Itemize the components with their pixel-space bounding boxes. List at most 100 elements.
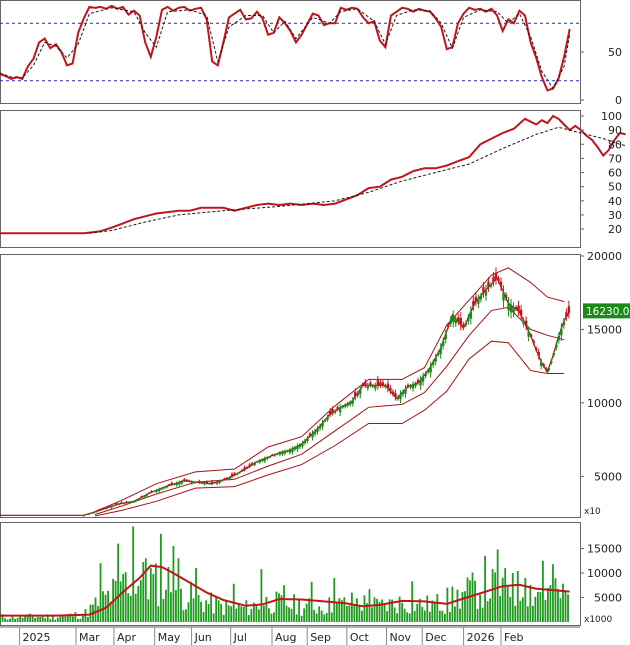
volume-bar bbox=[99, 563, 102, 622]
candle-body bbox=[298, 444, 302, 448]
candle-body bbox=[155, 490, 158, 492]
volume-bar bbox=[134, 593, 137, 622]
volume-bar bbox=[205, 600, 208, 622]
volume-bar bbox=[531, 605, 534, 622]
x-tick-label: Feb bbox=[504, 631, 523, 644]
volume-bar bbox=[164, 589, 167, 622]
candle-body bbox=[379, 382, 382, 386]
candle-body bbox=[469, 311, 473, 319]
candle-body bbox=[90, 512, 93, 514]
volume-bar bbox=[137, 586, 140, 622]
candle-body bbox=[509, 305, 513, 313]
candle-body bbox=[213, 482, 216, 484]
volume-bar bbox=[403, 608, 406, 622]
volume-bar bbox=[428, 611, 431, 622]
candle-body bbox=[253, 463, 256, 465]
volume-bar bbox=[340, 600, 343, 622]
volume-bar bbox=[494, 572, 497, 622]
candle-body bbox=[406, 384, 410, 387]
volume-bar bbox=[237, 604, 240, 622]
candle-body bbox=[565, 312, 568, 317]
y-tick-label: 70 bbox=[608, 152, 622, 165]
candle-body bbox=[454, 318, 457, 324]
x-tick-label: Jul bbox=[233, 631, 247, 644]
volume-bar bbox=[144, 558, 147, 622]
candle-body bbox=[457, 317, 460, 322]
candle-body bbox=[316, 428, 319, 432]
volume-bar bbox=[320, 610, 323, 622]
candle-body bbox=[459, 317, 462, 325]
candle-body bbox=[165, 486, 168, 488]
candle-body bbox=[444, 334, 447, 340]
volume-bar bbox=[521, 597, 524, 622]
candle-body bbox=[414, 383, 417, 387]
volume-bar bbox=[456, 589, 459, 622]
stochastic-k-line bbox=[0, 4, 571, 92]
volume-bar bbox=[19, 614, 22, 622]
volume-bar bbox=[438, 610, 441, 622]
volume-bar bbox=[524, 577, 527, 622]
candle-body bbox=[281, 452, 284, 455]
volume-bar bbox=[504, 568, 507, 622]
candle-body bbox=[364, 381, 367, 386]
volume-bar bbox=[376, 598, 378, 622]
y-tick-label: 30 bbox=[608, 209, 622, 222]
volume-bar bbox=[1, 614, 4, 622]
x-tick-label: 2026 bbox=[467, 631, 495, 644]
x-tick-label: Apr bbox=[117, 631, 137, 644]
candle-body bbox=[436, 352, 440, 355]
candle-body bbox=[497, 278, 500, 282]
volume-bar bbox=[69, 613, 72, 622]
price-multiplier-label: x10 bbox=[584, 507, 601, 517]
candle-body bbox=[157, 489, 161, 492]
candle-body bbox=[333, 410, 337, 413]
candle-body bbox=[494, 272, 498, 280]
volume-bar bbox=[227, 605, 230, 622]
candle-body bbox=[152, 491, 156, 493]
candle-body bbox=[110, 506, 113, 508]
volume-bar bbox=[335, 602, 338, 622]
candle-body bbox=[396, 397, 400, 400]
volume-bar bbox=[71, 616, 74, 622]
candle-body bbox=[311, 433, 314, 438]
y-tick-label: 90 bbox=[608, 124, 622, 137]
candle-body bbox=[429, 366, 432, 373]
candle-body bbox=[424, 373, 427, 377]
volume-bar bbox=[59, 616, 62, 622]
volume-bar bbox=[82, 615, 84, 622]
volume-bar bbox=[159, 533, 162, 622]
x-tick-label: Nov bbox=[390, 631, 412, 644]
candle-body bbox=[175, 483, 178, 486]
volume-bar bbox=[225, 600, 228, 622]
volume-bar bbox=[177, 558, 180, 622]
candle-body bbox=[359, 389, 362, 395]
volume-bar bbox=[97, 606, 99, 622]
y-tick-label: 0 bbox=[615, 94, 622, 107]
y-tick-label: 50 bbox=[608, 46, 622, 59]
volume-bar bbox=[557, 588, 559, 622]
rsi-frame bbox=[0, 110, 581, 248]
volume-bar bbox=[119, 581, 122, 622]
volume-bar bbox=[64, 615, 67, 622]
volume-bar bbox=[255, 604, 258, 622]
candle-body bbox=[137, 498, 141, 500]
candle-body bbox=[477, 298, 480, 304]
volume-bar bbox=[361, 610, 363, 622]
last-price-box bbox=[583, 303, 630, 319]
volume-bar bbox=[230, 606, 233, 622]
volume-bar bbox=[479, 594, 481, 622]
volume-bar bbox=[433, 601, 436, 622]
volume-bar bbox=[285, 605, 288, 622]
volume-bar bbox=[501, 577, 504, 622]
candle-body bbox=[107, 506, 111, 508]
volume-bar bbox=[559, 598, 562, 622]
candle-body bbox=[100, 509, 103, 511]
volume-bar bbox=[466, 577, 469, 622]
candle-body bbox=[354, 392, 357, 397]
candle-body bbox=[328, 410, 332, 415]
candle-body bbox=[467, 317, 470, 322]
volume-bar bbox=[328, 597, 331, 622]
volume-bar bbox=[464, 591, 466, 622]
candle-body bbox=[208, 483, 211, 485]
